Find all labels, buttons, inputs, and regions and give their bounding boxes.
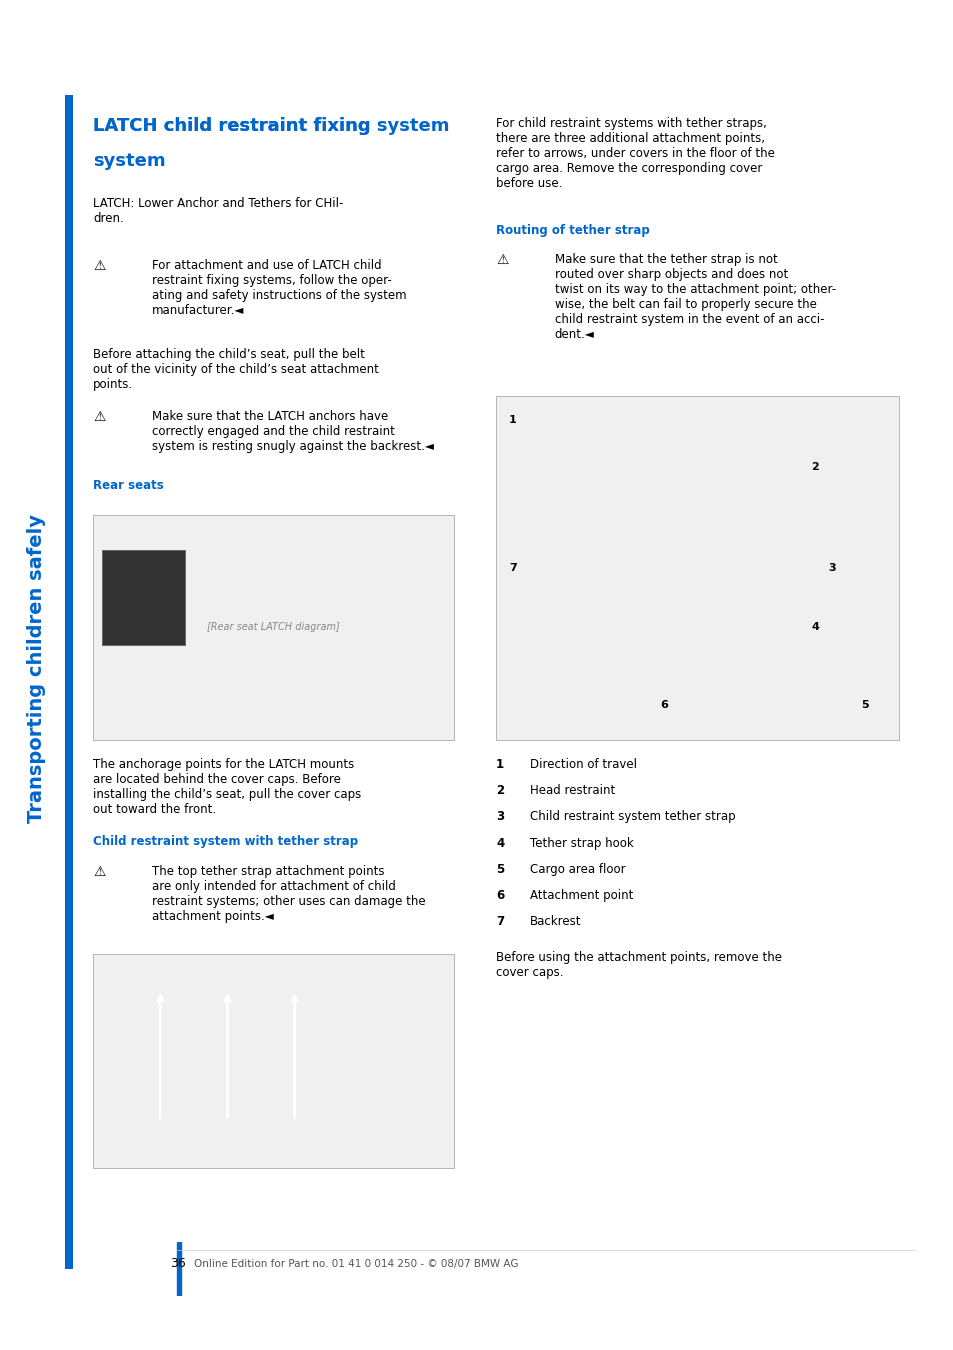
Text: 1: 1 — [509, 414, 517, 425]
Text: For child restraint systems with tether straps,
there are three additional attac: For child restraint systems with tether … — [496, 116, 774, 189]
FancyBboxPatch shape — [496, 396, 898, 740]
Text: Head restraint: Head restraint — [529, 784, 615, 798]
Text: 2: 2 — [496, 784, 504, 798]
Text: 2: 2 — [810, 462, 818, 472]
FancyBboxPatch shape — [101, 551, 185, 645]
Text: The top tether strap attachment points
are only intended for attachment of child: The top tether strap attachment points a… — [152, 865, 425, 923]
Bar — [177, 1242, 181, 1296]
Text: 36: 36 — [170, 1257, 185, 1270]
Text: 5: 5 — [861, 699, 868, 710]
Text: Child restraint system with tether strap: Child restraint system with tether strap — [93, 836, 358, 848]
Text: 4: 4 — [496, 837, 504, 849]
Text: ⚠: ⚠ — [93, 865, 106, 879]
Text: 5: 5 — [496, 863, 504, 876]
Text: The anchorage points for the LATCH mounts
are located behind the cover caps. Bef: The anchorage points for the LATCH mount… — [93, 759, 361, 817]
Text: Attachment point: Attachment point — [529, 888, 633, 902]
Text: 4: 4 — [810, 621, 819, 632]
Text: Online Edition for Part no. 01 41 0 014 250 - © 08/07 BMW AG: Online Edition for Part no. 01 41 0 014 … — [193, 1258, 517, 1269]
Text: Tether strap hook: Tether strap hook — [529, 837, 633, 849]
Text: 6: 6 — [659, 699, 667, 710]
Text: Before attaching the child’s seat, pull the belt
out of the vicinity of the chil: Before attaching the child’s seat, pull … — [93, 348, 378, 392]
Text: Transporting children safely: Transporting children safely — [28, 514, 46, 822]
Text: Make sure that the LATCH anchors have
correctly engaged and the child restraint
: Make sure that the LATCH anchors have co… — [152, 410, 434, 454]
Text: LATCH child restraint fixing: LATCH child restraint fixing — [93, 116, 371, 135]
Text: 3: 3 — [496, 810, 504, 824]
Text: ⚠: ⚠ — [496, 254, 508, 267]
FancyBboxPatch shape — [93, 514, 454, 740]
Text: Child restraint system tether strap: Child restraint system tether strap — [529, 810, 735, 824]
Text: Rear seats: Rear seats — [93, 479, 164, 491]
Text: 7: 7 — [496, 915, 504, 927]
Text: ⚠: ⚠ — [93, 259, 106, 273]
Text: 6: 6 — [496, 888, 504, 902]
Text: For attachment and use of LATCH child
restraint fixing systems, follow the oper-: For attachment and use of LATCH child re… — [152, 259, 406, 317]
Text: 3: 3 — [827, 563, 835, 574]
Text: system: system — [93, 153, 166, 170]
Text: Make sure that the tether strap is not
routed over sharp objects and does not
tw: Make sure that the tether strap is not r… — [555, 254, 835, 342]
Text: [Rear seat LATCH diagram]: [Rear seat LATCH diagram] — [207, 622, 339, 633]
Text: LATCH child restraint fixing system: LATCH child restraint fixing system — [93, 116, 449, 135]
Text: ⚠: ⚠ — [93, 410, 106, 424]
Text: Direction of travel: Direction of travel — [529, 759, 636, 771]
Text: LATCH: Lower Anchor and Tethers for CHil-
dren.: LATCH: Lower Anchor and Tethers for CHil… — [93, 197, 343, 225]
Text: Cargo area floor: Cargo area floor — [529, 863, 624, 876]
Text: 7: 7 — [509, 563, 517, 574]
Text: 1: 1 — [496, 759, 504, 771]
FancyBboxPatch shape — [93, 954, 454, 1168]
Text: Before using the attachment points, remove the
cover caps.: Before using the attachment points, remo… — [496, 950, 781, 979]
Text: Backrest: Backrest — [529, 915, 580, 927]
Text: Routing of tether strap: Routing of tether strap — [496, 224, 649, 236]
